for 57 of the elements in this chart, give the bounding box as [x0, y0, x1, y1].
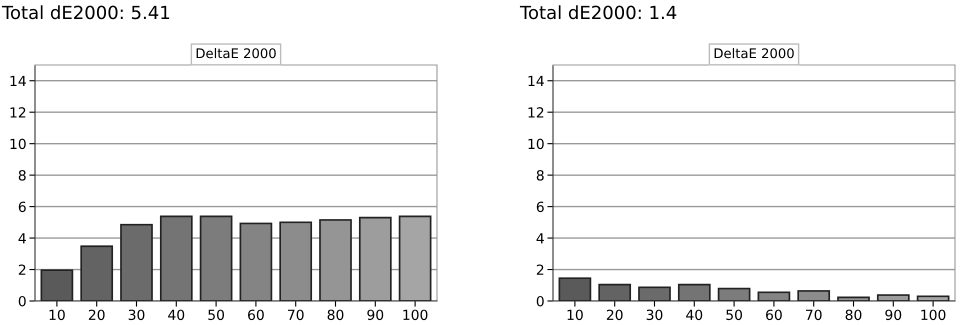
x-tick-label: 70: [288, 310, 304, 320]
x-tick-label: 50: [208, 310, 224, 320]
y-tick-label: 8: [536, 170, 544, 181]
bar: [837, 296, 870, 301]
x-tick-label: 80: [846, 310, 862, 320]
bar: [120, 224, 153, 301]
bar: [876, 294, 910, 301]
x-tick-label: 100: [403, 310, 428, 320]
y-tick-label: 8: [18, 170, 26, 181]
chart-title: Total dE2000: 5.41: [2, 5, 170, 20]
chart-subtitle: DeltaE 2000: [196, 48, 276, 58]
y-tick-label: 10: [528, 138, 544, 150]
x-tick-label: 10: [50, 310, 65, 320]
bar: [40, 269, 74, 301]
x-tick-label: 10: [568, 310, 583, 320]
bar: [598, 284, 632, 301]
y-tick-label: 10: [10, 138, 26, 150]
x-tick-label: 20: [88, 310, 105, 320]
x-tick-label: 70: [806, 310, 822, 320]
y-tick-label: 12: [528, 107, 544, 118]
y-tick-label: 0: [18, 296, 26, 306]
bar: [558, 277, 592, 301]
bar: [718, 288, 750, 301]
bar: [200, 216, 232, 301]
y-tick-label: 2: [536, 264, 544, 275]
bar: [160, 216, 193, 301]
x-tick-label: 90: [367, 310, 384, 320]
chart-title: Total dE2000: 1.4: [520, 5, 676, 20]
chart-subtitle: DeltaE 2000: [714, 48, 794, 58]
bar: [758, 292, 790, 301]
y-tick-label: 14: [528, 76, 544, 86]
bar: [797, 290, 830, 301]
bar: [638, 286, 671, 301]
x-tick-label: 30: [646, 310, 662, 320]
bar: [279, 222, 312, 301]
bar: [916, 295, 950, 301]
y-tick-label: 4: [536, 233, 544, 244]
x-tick-label: 60: [248, 310, 264, 320]
x-tick-label: 100: [921, 310, 946, 320]
bar: [240, 222, 272, 301]
y-tick-label: 2: [18, 264, 26, 275]
x-tick-label: 50: [726, 310, 742, 320]
x-tick-label: 40: [686, 310, 702, 320]
y-tick-label: 6: [536, 202, 544, 212]
y-tick-label: 12: [10, 107, 26, 118]
y-tick-label: 6: [18, 202, 26, 212]
y-tick-label: 0: [536, 296, 544, 306]
bar: [678, 284, 711, 301]
x-tick-label: 30: [128, 310, 144, 320]
x-tick-label: 90: [885, 310, 902, 320]
x-tick-label: 20: [606, 310, 623, 320]
y-tick-label: 14: [10, 76, 26, 86]
bar: [80, 245, 114, 301]
x-tick-label: 40: [168, 310, 184, 320]
x-tick-label: 60: [766, 310, 782, 320]
x-tick-label: 80: [328, 310, 344, 320]
y-tick-label: 4: [18, 233, 26, 244]
